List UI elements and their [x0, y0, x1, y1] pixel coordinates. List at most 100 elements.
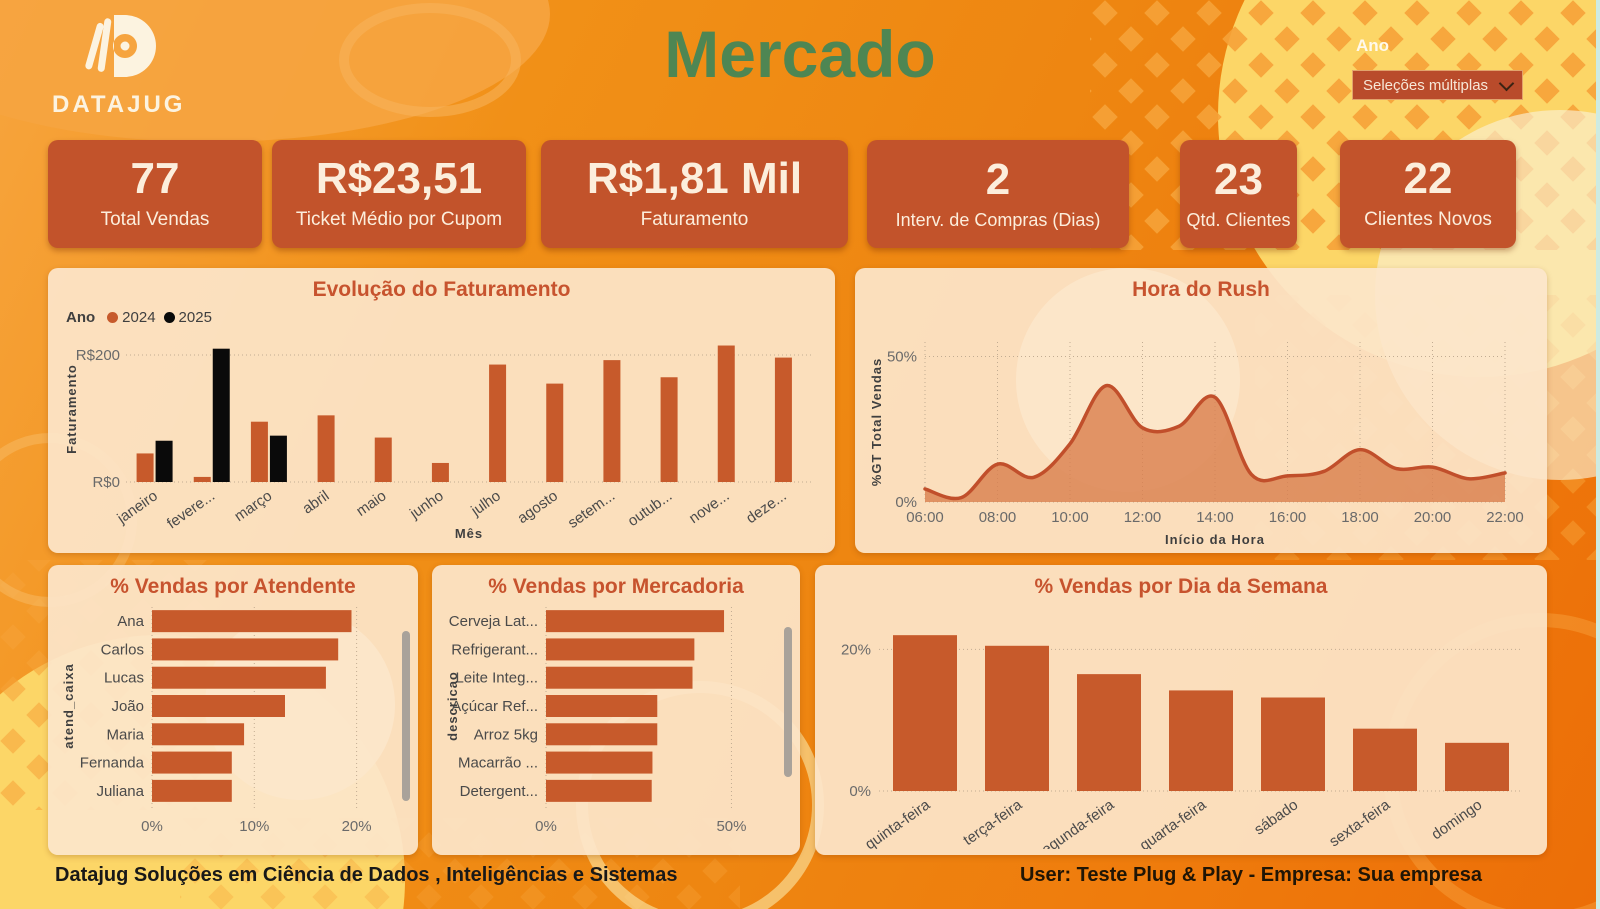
svg-text:12:00: 12:00	[1124, 509, 1162, 526]
page-title: Mercado	[664, 17, 936, 91]
svg-text:nove...: nove...	[686, 487, 733, 527]
footer-company-text: Datajug Soluções em Ciência de Dados , I…	[55, 864, 678, 886]
svg-text:outub...: outub...	[625, 487, 676, 530]
svg-text:domingo: domingo	[1428, 796, 1485, 843]
panel-evolucao-faturamento: Evolução do Faturamento Ano 2024 2025 R$…	[48, 268, 835, 553]
svg-text:abril: abril	[299, 487, 332, 517]
datajug-logo: DATAJUG	[52, 12, 182, 119]
svg-text:0%: 0%	[895, 494, 917, 511]
svg-text:10:00: 10:00	[1051, 509, 1089, 526]
vendas-atendente-bar-chart[interactable]: 0% 10% 20% Ana Carlos Lucas João Maria Fernanda J…	[60, 599, 408, 845]
vendas-mercadoria-bar-chart[interactable]: 0% 50% Cerveja Lat... Refrigerant... Leite I…	[444, 599, 790, 845]
svg-text:junho: junho	[406, 487, 447, 523]
svg-text:Refrigerant...: Refrigerant...	[451, 641, 538, 658]
svg-text:sábado: sábado	[1251, 796, 1301, 838]
svg-text:0%: 0%	[849, 783, 871, 800]
svg-text:João: João	[111, 698, 144, 715]
svg-text:sexta-feira: sexta-feira	[1326, 796, 1394, 849]
kpi-value: R$23,51	[315, 154, 483, 203]
svg-text:Açúcar Ref...: Açúcar Ref...	[451, 698, 538, 715]
hora-do-rush-area-chart[interactable]: 06:00 08:00 10:00 12:00 14:00 16:00 18:00 20:00…	[867, 302, 1533, 548]
kpi-label: Interv. de Compras (Dias)	[895, 209, 1101, 230]
panel-vendas-por-dia-semana: % Vendas por Dia da Semana 0% 20% quinta-f…	[815, 565, 1547, 855]
kpi-ticket-medio: R$23,51 Ticket Médio por Cupom	[272, 140, 526, 248]
svg-text:Ana: Ana	[117, 613, 144, 630]
svg-text:março: março	[231, 487, 275, 525]
svg-text:quarta-feira: quarta-feira	[1137, 796, 1210, 849]
kpi-label: Qtd. Clientes	[1186, 209, 1291, 230]
svg-text:maio: maio	[353, 487, 389, 520]
kpi-label: Ticket Médio por Cupom	[295, 209, 503, 230]
svg-text:Arroz 5kg: Arroz 5kg	[474, 726, 538, 743]
kpi-value: 2	[985, 154, 1011, 204]
svg-text:18:00: 18:00	[1341, 509, 1379, 526]
legend-item-2024[interactable]: 2024	[107, 308, 156, 326]
datajug-logo-icon	[85, 15, 156, 77]
legend-label: 2025	[178, 308, 212, 326]
svg-text:20%: 20%	[342, 818, 372, 835]
year-filter-label: Ano	[1356, 36, 1390, 55]
svg-text:fevere...: fevere...	[164, 487, 218, 532]
kpi-value: 22	[1403, 154, 1453, 203]
kpi-total-vendas: 77 Total Vendas	[48, 140, 262, 248]
svg-text:Lucas: Lucas	[104, 670, 144, 687]
svg-text:22:00: 22:00	[1486, 509, 1524, 526]
svg-text:setem...: setem...	[565, 487, 618, 532]
svg-text:Leite Integ...: Leite Integ...	[455, 670, 538, 687]
svg-text:descricao: descricao	[445, 671, 460, 741]
kpi-faturamento: R$1,81 Mil Faturamento	[541, 140, 848, 248]
svg-text:Faturamento: Faturamento	[64, 364, 79, 454]
screen-right-edge	[1596, 0, 1600, 909]
svg-text:20:00: 20:00	[1414, 509, 1452, 526]
svg-text:50%: 50%	[887, 349, 917, 366]
svg-text:julho: julho	[467, 487, 504, 520]
legend-item-2025[interactable]: 2025	[163, 308, 212, 326]
svg-text:R$0: R$0	[92, 474, 120, 491]
svg-text:14:00: 14:00	[1196, 509, 1234, 526]
svg-text:segunda-feira: segunda-feira	[1032, 796, 1117, 849]
chevron-down-icon	[1498, 75, 1515, 91]
kpi-qtd-clientes: 23 Qtd. Clientes	[1180, 140, 1297, 248]
chart-title: Hora do Rush	[1132, 278, 1270, 301]
svg-text:Fernanda: Fernanda	[80, 755, 145, 772]
panel-vendas-por-mercadoria: % Vendas por Mercadoria 0% 50% Cerveja Lat…	[432, 565, 800, 855]
svg-text:Cerveja Lat...: Cerveja Lat...	[449, 613, 538, 630]
svg-text:janeiro: janeiro	[113, 487, 160, 527]
panel-hora-do-rush: Hora do Rush 06:00 08:00 10:00 12:00 14:00 16…	[855, 268, 1547, 553]
datajug-logo-text: DATAJUG	[52, 91, 186, 118]
svg-text:Macarrão ...: Macarrão ...	[458, 755, 538, 772]
svg-text:06:00: 06:00	[906, 509, 944, 526]
legend-dot-2025	[163, 311, 175, 323]
kpi-label: Clientes Novos	[1364, 209, 1492, 230]
svg-text:atend_caixa: atend_caixa	[61, 663, 76, 748]
kpi-label: Faturamento	[640, 209, 749, 230]
scrollbar[interactable]	[402, 631, 410, 801]
scrollbar[interactable]	[784, 627, 792, 777]
svg-text:20%: 20%	[841, 641, 871, 658]
svg-text:Maria: Maria	[106, 726, 144, 743]
legend-dot-2024	[107, 311, 119, 323]
kpi-label: Total Vendas	[100, 209, 210, 230]
svg-text:agosto: agosto	[514, 487, 561, 527]
panel-vendas-por-atendente: % Vendas por Atendente 0% 10% 20% Ana Carlos…	[48, 565, 418, 855]
chart-title: % Vendas por Dia da Semana	[1034, 575, 1328, 598]
svg-text:10%: 10%	[239, 818, 269, 835]
legend-label: 2024	[122, 308, 156, 326]
svg-text:08:00: 08:00	[979, 509, 1017, 526]
vendas-dia-semana-column-chart[interactable]: 0% 20% quinta-feira terça-feira segunda-feir…	[827, 599, 1535, 855]
legend-title: Ano	[66, 308, 96, 326]
kpi-clientes-novos: 22 Clientes Novos	[1340, 140, 1516, 248]
svg-text:%GT Total Vendas: %GT Total Vendas	[869, 358, 884, 486]
svg-text:terça-feira: terça-feira	[960, 796, 1026, 849]
kpi-intervalo-compras: 2 Interv. de Compras (Dias)	[867, 140, 1129, 248]
svg-text:50%: 50%	[716, 818, 746, 835]
svg-text:R$200: R$200	[76, 347, 120, 364]
svg-text:0%: 0%	[141, 818, 163, 835]
svg-text:Mês: Mês	[455, 526, 483, 541]
svg-text:quinta-feira: quinta-feira	[862, 796, 934, 849]
svg-text:Detergent...: Detergent...	[460, 783, 538, 800]
svg-text:0%: 0%	[535, 818, 557, 835]
year-filter-dropdown[interactable]: Seleções múltiplas	[1352, 70, 1523, 100]
